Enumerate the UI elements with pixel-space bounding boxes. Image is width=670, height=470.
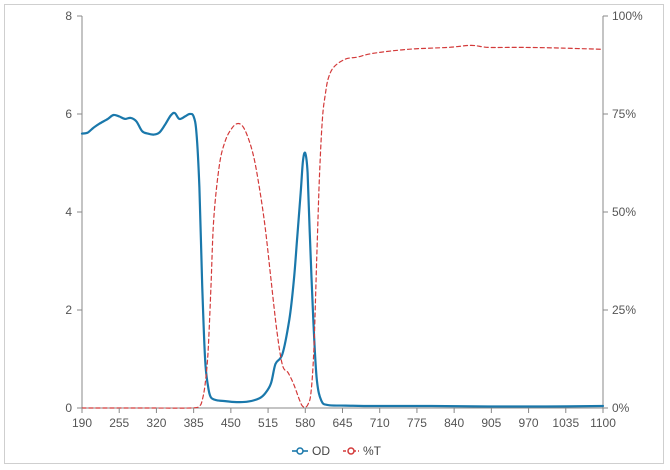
x-tick-label: 580 bbox=[295, 416, 315, 430]
legend-label: %T bbox=[363, 444, 382, 458]
y-right-tick-label: 100% bbox=[612, 9, 643, 23]
legend-label: OD bbox=[312, 444, 330, 458]
series-line-od bbox=[80, 111, 605, 408]
series-line-transmission bbox=[81, 44, 604, 409]
x-tick-label: 645 bbox=[332, 416, 352, 430]
legend-item-od[interactable]: OD bbox=[292, 444, 330, 458]
chart-frame bbox=[4, 4, 664, 464]
x-tick-label: 905 bbox=[481, 416, 501, 430]
y-right-tick-label: 25% bbox=[612, 303, 636, 317]
x-tick-label: 710 bbox=[370, 416, 390, 430]
x-tick-label: 970 bbox=[519, 416, 539, 430]
ticks-layer: 190 255 320 385 450 515 580 645 710 775 840 905 970 1… bbox=[65, 9, 643, 430]
x-tick-label: 840 bbox=[444, 416, 464, 430]
x-tick-label: 775 bbox=[407, 416, 427, 430]
x-tick-label: 515 bbox=[258, 416, 278, 430]
y-left-tick-label: 0 bbox=[65, 401, 72, 415]
legend[interactable]: OD %T bbox=[292, 444, 382, 458]
chart-axes bbox=[81, 16, 604, 409]
y-left-tick-label: 6 bbox=[65, 107, 72, 121]
y-left-tick-label: 8 bbox=[65, 9, 72, 23]
legend-marker bbox=[347, 447, 355, 455]
y-right-tick-label: 75% bbox=[612, 107, 636, 121]
y-left-tick-label: 4 bbox=[65, 205, 72, 219]
x-tick-label: 255 bbox=[109, 416, 129, 430]
y-right-tick-label: 50% bbox=[612, 205, 636, 219]
legend-marker bbox=[296, 447, 304, 455]
legend-item-transmission[interactable]: %T bbox=[343, 444, 382, 458]
y-left-tick-label: 2 bbox=[65, 303, 72, 317]
x-tick-label: 385 bbox=[184, 416, 204, 430]
x-tick-label: 450 bbox=[221, 416, 241, 430]
x-tick-label: 320 bbox=[146, 416, 166, 430]
y-right-tick-label: 0% bbox=[612, 401, 630, 415]
x-tick-label: 190 bbox=[72, 416, 92, 430]
x-tick-label: 1035 bbox=[552, 416, 579, 430]
x-tick-label: 1100 bbox=[590, 416, 616, 430]
series-layer bbox=[80, 44, 605, 409]
